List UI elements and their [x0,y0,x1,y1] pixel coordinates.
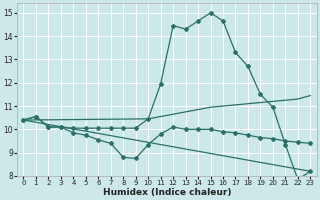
X-axis label: Humidex (Indice chaleur): Humidex (Indice chaleur) [103,188,231,197]
